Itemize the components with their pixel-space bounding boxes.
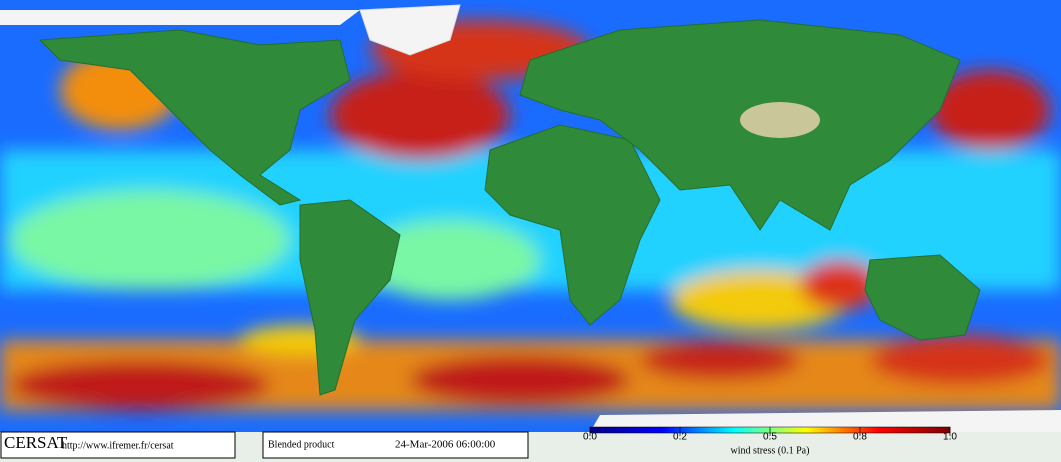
product-box <box>262 431 529 459</box>
product: Blended product <box>268 439 335 450</box>
credit-box <box>0 431 236 459</box>
colorbar-tick-label: 0.2 <box>673 432 687 443</box>
land <box>0 4 1061 432</box>
footer: CERSAT http://www.ifremer.fr/cersat Blen… <box>0 426 1061 462</box>
colorbar-label: wind stress (0.1 Pa) <box>731 445 810 456</box>
logo: CERSAT <box>4 433 68 452</box>
colorbar-tick-label: 1.0 <box>943 432 957 443</box>
url: http://www.ifremer.fr/cersat <box>62 440 174 451</box>
colorbar-tick-label: 0.0 <box>583 432 597 443</box>
colorbar-tick-label: 0.8 <box>853 432 867 443</box>
colorbar-tick-label: 0.5 <box>763 432 777 443</box>
timestamp: 24-Mar-2006 06:00:00 <box>395 439 496 451</box>
